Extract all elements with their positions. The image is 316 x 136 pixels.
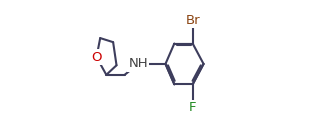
Text: Br: Br: [185, 14, 200, 27]
Text: NH: NH: [129, 57, 148, 70]
Text: O: O: [91, 51, 102, 64]
Text: F: F: [189, 101, 197, 114]
Text: NH: NH: [129, 57, 148, 70]
Text: O: O: [91, 51, 102, 64]
Text: Br: Br: [185, 14, 200, 27]
Text: F: F: [189, 101, 197, 114]
